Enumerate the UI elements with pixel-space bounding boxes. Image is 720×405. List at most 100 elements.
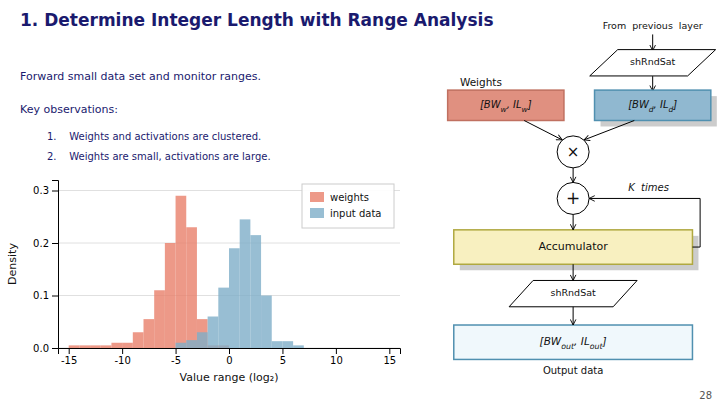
x-axis-line <box>59 349 401 355</box>
y-tick: 0.0 <box>33 343 58 354</box>
observations-heading: Key observations: <box>20 103 118 116</box>
histogram-bar <box>186 227 197 348</box>
y-tick-mark <box>52 296 58 297</box>
legend-label: input data <box>330 208 381 219</box>
histogram-bar <box>240 219 251 348</box>
x-tick-label: -10 <box>114 355 130 366</box>
box <box>454 230 693 264</box>
histogram-bar <box>154 290 165 348</box>
grid <box>58 191 400 349</box>
observation: 2. Weights are small, activations are la… <box>47 151 271 162</box>
arrow <box>584 120 634 139</box>
y-axis: 0.00.10.20.3 <box>33 181 58 354</box>
feedback-line <box>692 198 700 247</box>
parallelogram <box>509 280 637 306</box>
arrow <box>573 264 574 280</box>
x-tick-label: 10 <box>330 355 343 366</box>
x-tick-mark <box>389 348 390 354</box>
observation: 1. Weights and activations are clustered… <box>47 131 261 142</box>
flow-label: [BWw, ILw] <box>480 99 532 114</box>
histogram-bar <box>176 343 187 348</box>
operator-circle <box>557 182 589 214</box>
flow-label: shRndSat <box>630 56 675 67</box>
histogram-bar <box>176 196 187 348</box>
x-tick: 10 <box>330 348 343 366</box>
y-axis-line <box>52 181 59 349</box>
legend: weights input data <box>302 184 394 228</box>
legend-item: input data <box>310 208 381 219</box>
y-tick-mark <box>52 348 58 349</box>
y-tick-mark <box>52 243 58 244</box>
x-tick-mark <box>336 348 337 354</box>
histogram-bar <box>133 332 144 348</box>
chart: 1. Determine Integer Length with Range A… <box>0 0 720 405</box>
arrow <box>652 76 653 91</box>
plot-area <box>69 196 304 348</box>
flow-label: Output data <box>543 365 603 376</box>
histogram-bar <box>250 235 261 348</box>
y-tick-mark <box>52 191 58 192</box>
legend-frame <box>302 184 394 228</box>
x-tick-mark <box>122 348 123 354</box>
operator-symbol: × <box>567 143 580 161</box>
flow-label: [BWd, ILd] <box>628 99 677 114</box>
histogram-bar <box>282 341 293 348</box>
x-tick-label: 15 <box>383 355 396 366</box>
histogram-bar <box>293 345 304 348</box>
subtitle: Forward small data set and monitor range… <box>20 70 261 83</box>
legend-swatch <box>310 192 324 202</box>
histogram-bar <box>90 345 101 348</box>
histogram-bar <box>197 319 208 348</box>
flow-label: K times <box>628 182 669 193</box>
box <box>595 90 711 120</box>
flow-diagram <box>448 34 717 359</box>
x-tick-label: 5 <box>280 355 286 366</box>
x-tick-label: -5 <box>171 355 181 366</box>
arrow <box>573 307 574 325</box>
y-tick: 0.1 <box>33 290 58 301</box>
title: 1. Determine Integer Length with Range A… <box>20 10 494 30</box>
operator-circle <box>557 136 589 168</box>
legend-item: weights <box>310 192 369 203</box>
x-tick-mark <box>282 348 283 354</box>
x-tick: -10 <box>114 348 130 366</box>
histogram-bar <box>111 343 122 348</box>
flow-label: shRndSat <box>551 287 596 298</box>
x-tick-label: -15 <box>61 355 77 366</box>
histogram-bar <box>208 317 219 349</box>
histogram-bar <box>69 345 80 348</box>
x-axis-title: Value range (log₂) <box>180 371 279 384</box>
page-number: 28 <box>699 390 712 401</box>
legend-label: weights <box>330 192 369 203</box>
histogram-bar <box>79 345 90 348</box>
histogram-bar <box>122 343 133 348</box>
x-tick-label: 0 <box>226 355 232 366</box>
series <box>176 219 304 348</box>
arrow <box>589 198 700 199</box>
histogram-bar <box>272 341 283 348</box>
x-tick-mark <box>69 348 70 354</box>
y-tick-label: 0.1 <box>33 290 49 301</box>
legend-swatch <box>310 208 324 218</box>
grid-line <box>58 243 400 244</box>
flow-label: Weights <box>460 76 502 88</box>
histogram-bar <box>261 296 272 349</box>
flow-label: [BWout, ILout] <box>540 335 607 351</box>
arrow <box>573 214 574 229</box>
flow-label: From previous layer <box>603 20 703 31</box>
x-tick: 5 <box>280 348 286 366</box>
x-tick: -15 <box>61 348 77 366</box>
series <box>69 196 229 348</box>
operator-symbol: + <box>566 188 580 208</box>
histogram-bar <box>197 332 208 348</box>
histogram-bar <box>186 340 197 348</box>
arrow <box>573 168 574 183</box>
y-tick-label: 0.2 <box>33 238 49 249</box>
arrow <box>652 34 653 50</box>
y-axis-title: Density <box>6 243 19 285</box>
x-tick: 15 <box>383 348 396 366</box>
y-tick-label: 0.0 <box>33 343 49 354</box>
parallelogram <box>590 50 716 76</box>
x-axis: -15 -10 -5 0 5 10 15 <box>59 348 401 366</box>
histogram-bar <box>229 248 240 348</box>
